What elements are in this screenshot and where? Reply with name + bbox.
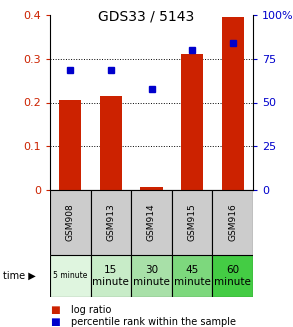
Text: GDS33 / 5143: GDS33 / 5143 [98,10,195,24]
Bar [59,100,81,190]
Bar [50,255,91,297]
Text: 5 minute: 5 minute [53,271,88,281]
Bar [100,96,122,190]
Text: GSM915: GSM915 [188,204,197,241]
Bar [172,255,212,297]
Text: GSM914: GSM914 [147,204,156,241]
Text: 30
minute: 30 minute [133,265,170,287]
Bar [181,54,203,190]
Bar [131,190,172,255]
Text: GSM908: GSM908 [66,204,75,241]
Text: 60
minute: 60 minute [214,265,251,287]
Bar [91,190,131,255]
Text: 45
minute: 45 minute [174,265,211,287]
Bar [172,190,212,255]
Bar [50,190,91,255]
Bar [91,255,131,297]
Text: percentile rank within the sample: percentile rank within the sample [71,317,236,327]
Text: GSM916: GSM916 [228,204,237,241]
Text: GSM913: GSM913 [106,204,115,241]
Text: time ▶: time ▶ [3,271,36,281]
Text: ■: ■ [50,305,60,315]
Bar [140,186,163,190]
Bar [131,255,172,297]
Text: 15
minute: 15 minute [93,265,129,287]
Bar [212,255,253,297]
Text: log ratio: log ratio [71,305,111,315]
Text: ■: ■ [50,317,60,327]
Bar [212,190,253,255]
Bar [222,17,244,190]
